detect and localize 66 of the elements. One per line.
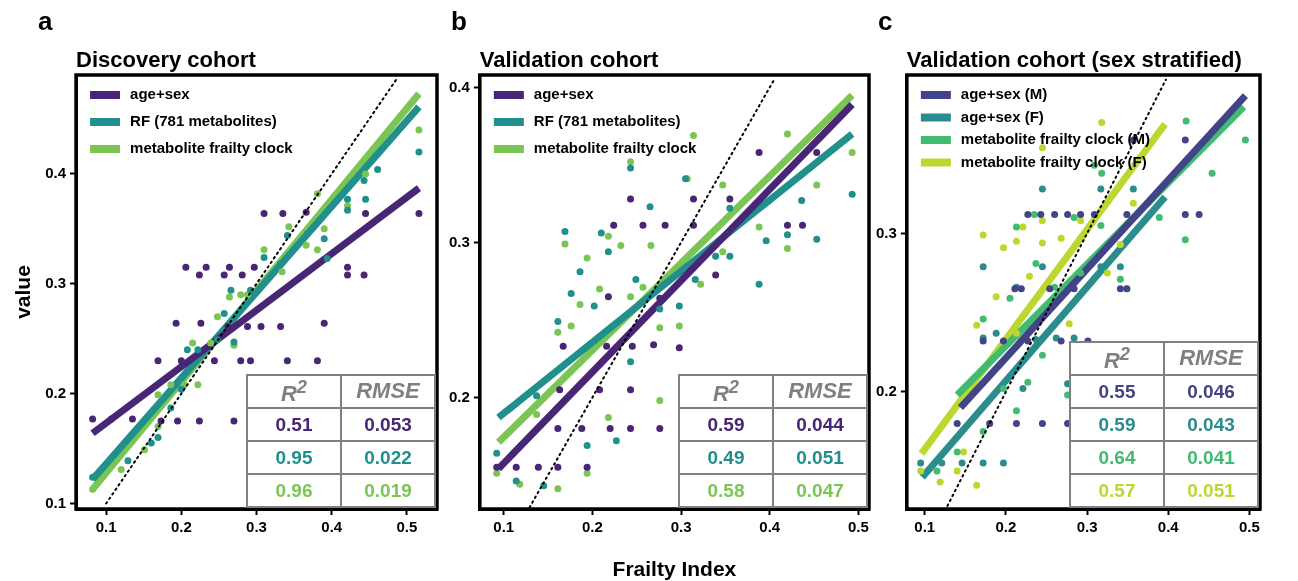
chart-title: Discovery cohort: [76, 47, 257, 72]
x-tick-label: 0.1: [95, 518, 117, 536]
y-tick-label: 0.3: [448, 232, 470, 250]
annotation: 0.96: [247, 474, 341, 507]
annotation: 0.046: [1164, 375, 1258, 408]
legend-label: metabolite frailty clock (M): [960, 130, 1151, 148]
y-tick-label: 0.4: [448, 77, 471, 95]
annotation: 0.95: [247, 441, 341, 474]
x-tick-label: 0.5: [396, 518, 418, 536]
annotation: 0.019: [341, 474, 435, 507]
annotation: 0.043: [1164, 408, 1258, 441]
y-tick-label: 0.4: [45, 164, 67, 182]
y-tick-label: 0.1: [45, 493, 67, 511]
x-tick-label: 0.5: [847, 518, 869, 536]
x-tick-label: 0.4: [759, 518, 781, 536]
y-axis-title: value: [11, 265, 35, 319]
legend-label: RF (781 metabolites): [130, 112, 277, 130]
annotation: 0.55: [1070, 375, 1164, 408]
annotation: 0.047: [773, 474, 867, 507]
annotation: 0.053: [341, 408, 435, 441]
legend-label: metabolite frailty clock: [130, 139, 294, 157]
annotation: 0.59: [679, 408, 773, 441]
y-tick-label: 0.2: [45, 383, 67, 401]
x-tick-label: 0.4: [321, 518, 343, 536]
y-tick-label: 0.2: [448, 387, 470, 405]
annotation: 0.044: [773, 408, 867, 441]
annotation: 0.58: [679, 474, 773, 507]
annotation: RMSE: [1164, 341, 1258, 375]
annotation: 0.051: [773, 441, 867, 474]
annotation: RMSE: [341, 374, 435, 408]
annotation: 0.64: [1070, 441, 1164, 474]
x-tick-label: 0.2: [170, 518, 192, 536]
chart-title: Validation cohort: [479, 47, 659, 72]
x-tick-label: 0.3: [670, 518, 692, 536]
text: b: [451, 6, 467, 36]
x-axis-title: Frailty Index: [612, 557, 737, 580]
y-tick-label: 0.3: [45, 273, 67, 291]
x-tick-label: 0.3: [246, 518, 267, 536]
x-tick-label: 0.3: [1076, 518, 1098, 536]
annotation: 0.022: [341, 441, 435, 474]
annotation: R$^{2}$: [679, 374, 773, 408]
annotation: 0.041: [1164, 441, 1258, 474]
annotation: 0.57: [1070, 474, 1164, 507]
annotation: 0.59: [1070, 408, 1164, 441]
annotation: R$^{2}$: [1070, 341, 1164, 375]
chart-title: Validation cohort (sex stratified): [906, 47, 1242, 72]
annotation: 0.49: [679, 441, 773, 474]
legend-label: age+sex (F): [960, 107, 1044, 125]
x-tick-label: 0.1: [493, 518, 515, 536]
x-tick-label: 0.2: [582, 518, 603, 536]
legend-label: age+sex: [130, 85, 191, 103]
legend-label: RF (781 metabolites): [533, 112, 681, 130]
text: c: [878, 6, 893, 36]
legend-label: age+sex (M): [960, 85, 1048, 103]
annotation: 0.51: [247, 408, 341, 441]
annotation: R$^{2}$: [247, 374, 341, 408]
legend-label: metabolite frailty clock: [533, 139, 698, 157]
legend-label: metabolite frailty clock (F): [960, 152, 1147, 170]
legend-label: age+sex: [533, 85, 595, 103]
annotation: RMSE: [773, 374, 867, 408]
x-tick-label: 0.4: [1157, 518, 1180, 536]
x-tick-label: 0.5: [1239, 518, 1260, 536]
x-tick-label: 0.2: [995, 518, 1017, 536]
annotation: 0.051: [1164, 474, 1258, 507]
x-tick-label: 0.1: [914, 518, 936, 536]
text: a: [38, 6, 54, 36]
